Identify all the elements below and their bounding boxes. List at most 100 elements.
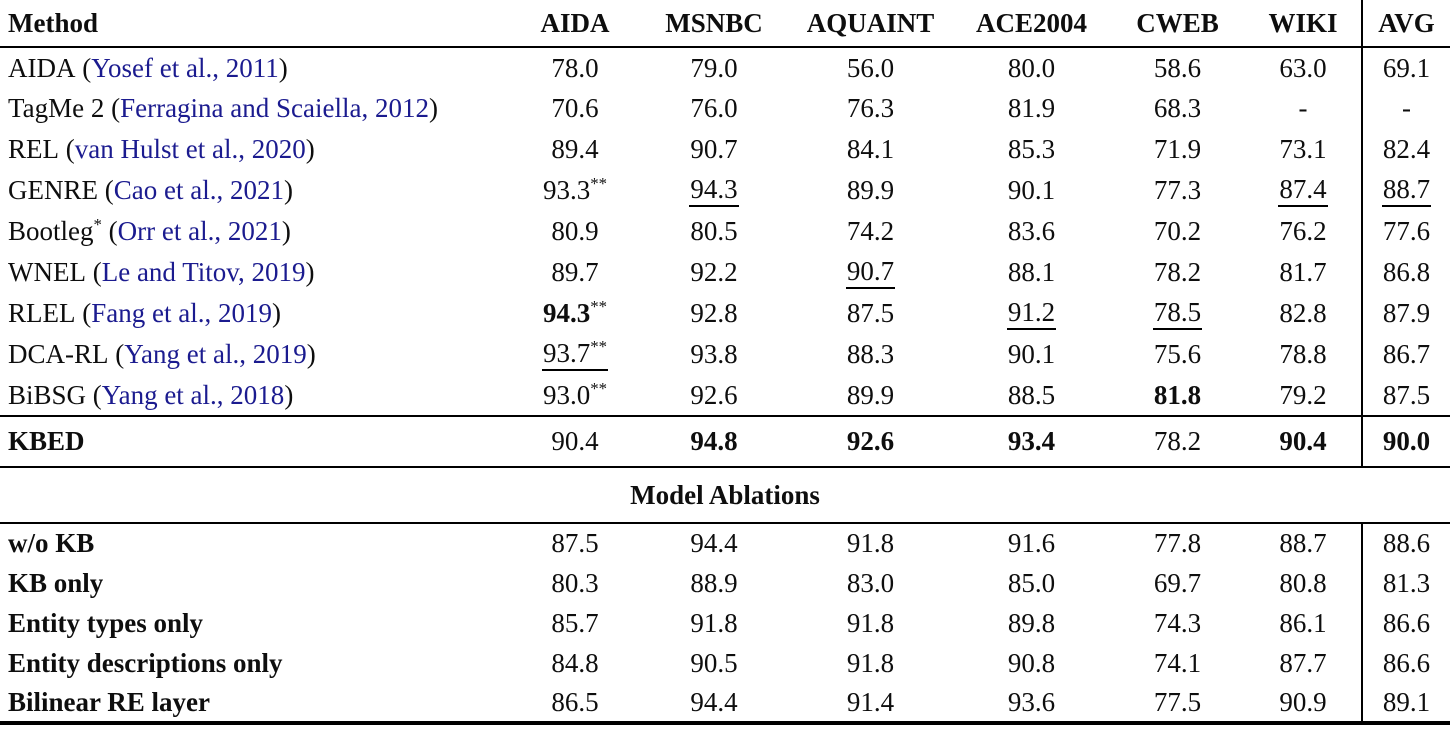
value-cell: 74.2 [788,211,953,252]
citation-link[interactable]: Fang et al., 2019 [91,298,272,328]
table-row-wnel: WNEL (Le and Titov, 2019) 89.7 92.2 90.7… [0,252,1450,293]
method-cell: BiBSG (Yang et al., 2018) [0,375,510,416]
significance-stars: ** [590,297,607,316]
value-text: 93.8 [690,339,738,369]
value-cell: 83.6 [953,211,1110,252]
value-text: 63.0 [1279,52,1327,83]
value-cell: 90.8 [953,643,1110,683]
value-text: 87.5 [551,528,599,558]
value-cell: 81.7 [1245,252,1362,293]
paren-close: ) [284,379,294,410]
paren-close: ) [281,216,291,246]
citation-link[interactable]: Yosef et al., 2011 [91,52,279,83]
value-cell: 93.0** [510,375,640,416]
avg-cell: 69.1 [1361,47,1450,88]
value-text: 92.6 [690,379,738,410]
method-cell: Bilinear RE layer [0,683,510,723]
table-row-rlel: RLEL (Fang et al., 2019) 94.3** 92.8 87.… [0,293,1450,334]
value-text: 90.1 [1007,175,1056,205]
value-cell: 94.4 [640,523,788,563]
paren-open: ( [104,93,121,123]
column-header-method: Method [8,7,98,38]
value-cell: 90.7 [640,129,788,170]
value-cell: 90.4 [1245,416,1362,467]
value-text: 87.9 [1382,298,1431,328]
value-text: 94.3 [543,298,591,328]
value-cell: 90.5 [640,643,788,683]
value-text: 89.7 [551,257,599,287]
value-cell: 70.6 [510,88,640,129]
value-text: 89.9 [846,379,895,410]
citation-link[interactable]: Le and Titov, 2019 [101,257,306,287]
value-text: 80.9 [551,216,599,246]
section-header-row: Model Ablations [0,467,1450,523]
paren-close: ) [429,93,438,123]
significance-stars: ** [590,336,607,356]
value-text: 85.0 [1007,567,1056,598]
value-cell: 91.8 [640,603,788,643]
method-cell: TagMe 2 (Ferragina and Scaiella, 2012) [0,88,510,129]
paren-close: ) [283,175,293,205]
value-cell: 83.0 [788,563,953,603]
value-cell: 88.3 [788,334,953,375]
value-cell: 92.8 [640,293,788,334]
value-text: 83.0 [846,567,895,598]
value-cell: 74.3 [1110,603,1245,643]
column-header-aida: AIDA [540,7,610,38]
method-name: KBED [8,426,85,456]
column-header-cweb: CWEB [1136,7,1219,38]
value-cell: 89.9 [788,375,953,416]
value-cell: 92.6 [788,416,953,467]
value-text: 78.8 [1279,339,1327,369]
value-text: 83.6 [1007,216,1056,246]
value-text: 88.7 [1382,173,1431,204]
value-text: 90.7 [690,134,738,164]
value-text: 87.7 [1279,647,1327,678]
value-text: 91.2 [1007,296,1056,327]
value-cell: 88.5 [953,375,1110,416]
avg-cell: 90.0 [1361,416,1450,467]
avg-cell: 77.6 [1361,211,1450,252]
citation-link[interactable]: van Hulst et al., 2020 [74,134,306,164]
value-cell: 56.0 [788,47,953,88]
table-row-kbed: KBED 90.4 94.8 92.6 93.4 78.2 90.4 90.0 [0,416,1450,467]
table-row-entity-descriptions-only: Entity descriptions only 84.8 90.5 91.8 … [0,643,1450,683]
section-header-cell: Model Ablations [0,467,1450,523]
value-cell: 93.8 [640,334,788,375]
value-cell: 94.3 [640,170,788,211]
value-cell: 80.5 [640,211,788,252]
value-text: 81.8 [1153,379,1202,410]
method-cell: WNEL (Le and Titov, 2019) [0,252,510,293]
value-cell: 58.6 [1110,47,1245,88]
value-text: 86.1 [1279,607,1327,638]
citation-link[interactable]: Ferragina and Scaiella, 2012 [120,93,429,123]
citation-link[interactable]: Cao et al., 2021 [113,175,284,205]
method-cell: RLEL (Fang et al., 2019) [0,293,510,334]
value-cell: 78.5 [1110,293,1245,334]
citation-link[interactable]: Orr et al., 2021 [117,216,282,246]
column-header-msnbc: MSNBC [665,7,763,38]
citation-link[interactable]: Yang et al., 2019 [124,339,307,369]
value-cell: 79.2 [1245,375,1362,416]
value-text: 81.9 [1007,93,1056,123]
citation-link[interactable]: Yang et al., 2018 [101,379,285,410]
table-row-bilinear-re-layer: Bilinear RE layer 86.5 94.4 91.4 93.6 77… [0,683,1450,723]
method-name: TagMe 2 [8,93,105,123]
value-cell: 81.9 [953,88,1110,129]
table-row-rel: REL (van Hulst et al., 2020) 89.4 90.7 8… [0,129,1450,170]
method-cell: DCA-RL (Yang et al., 2019) [0,334,510,375]
avg-cell: 87.5 [1361,375,1450,416]
header-row: Method AIDA MSNBC AQUAINT ACE2004 CWEB W… [0,0,1450,47]
paren-close: ) [306,339,316,369]
value-cell: 77.8 [1110,523,1245,563]
value-cell: 90.7 [788,252,953,293]
value-cell: 93.3** [510,170,640,211]
paren-close: ) [278,52,288,83]
value-text: 82.8 [1279,298,1327,328]
value-cell: 76.0 [640,88,788,129]
value-text: 89.9 [846,175,895,205]
value-text: 88.9 [690,567,738,598]
column-header-aquaint: AQUAINT [806,7,935,38]
value-text: 71.9 [1153,134,1202,164]
